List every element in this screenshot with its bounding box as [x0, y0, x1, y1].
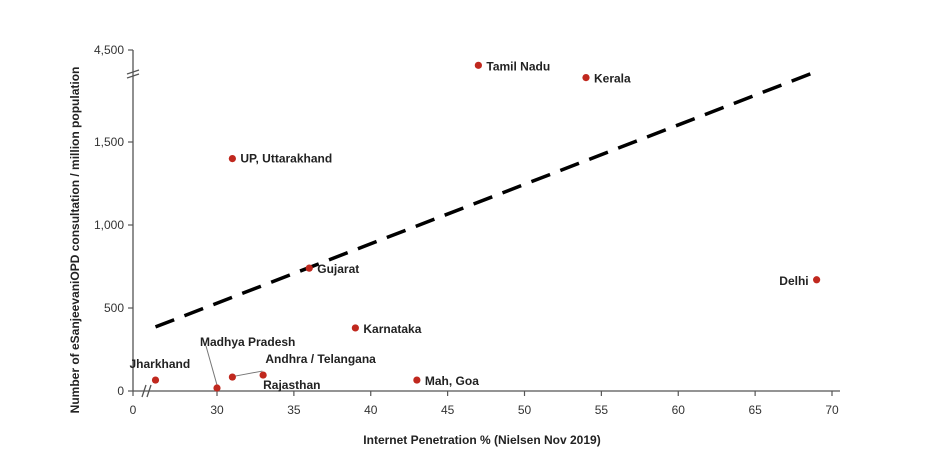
x-tick-label: 35 — [287, 403, 301, 417]
point-jharkhand — [151, 376, 160, 384]
point-delhi — [813, 276, 821, 284]
y-tick-label: 1,000 — [94, 218, 124, 232]
y-tick-label: 500 — [104, 301, 124, 315]
point-label-rajasthan: Rajasthan — [263, 378, 320, 392]
x-tick-label: 30 — [210, 403, 224, 417]
leader-line-andhra-telangana — [235, 370, 263, 377]
point-label-tamil-nadu: Tamil Nadu — [486, 59, 550, 73]
point-label-kerala: Kerala — [594, 72, 631, 86]
point-label-delhi: Delhi — [779, 274, 808, 288]
point-label-up-uttarakhand: UP, Uttarakhand — [240, 152, 332, 166]
x-tick-label: 70 — [825, 403, 839, 417]
y-axis-label: Number of eSanjeevaniOPD consultation / … — [68, 67, 82, 414]
y-axis-break-mark — [126, 69, 140, 79]
x-tick-label: 0 — [130, 403, 137, 417]
point-label-andhra-telangana: Andhra / Telangana — [265, 352, 376, 366]
point-karnataka — [351, 324, 359, 332]
x-axis-label: Internet Penetration % (Nielsen Nov 2019… — [363, 433, 600, 447]
point-mah-goa — [413, 376, 421, 384]
x-tick-label: 60 — [672, 403, 686, 417]
trendline-group — [154, 69, 818, 329]
point-rajasthan — [259, 371, 267, 379]
trendline — [154, 69, 818, 329]
leader-line-madhya-pradesh — [205, 345, 218, 386]
point-up-uttarakhand — [228, 155, 236, 163]
point-label-karnataka: Karnataka — [363, 322, 421, 336]
point-andhra-telangana — [228, 373, 236, 381]
x-tick-label: 40 — [364, 403, 378, 417]
point-madhya-pradesh — [213, 384, 221, 392]
points-group: Jharkhand Madhya Pradesh Andhra / Telangan… — [130, 59, 821, 392]
point-label-jharkhand: Jharkhand — [130, 357, 191, 371]
point-label-gujarat: Gujarat — [317, 262, 359, 276]
point-kerala — [582, 74, 590, 82]
x-tick-label: 45 — [441, 403, 455, 417]
x-tick-label: 65 — [748, 403, 762, 417]
x-tick-label: 50 — [518, 403, 532, 417]
point-gujarat — [305, 264, 313, 272]
y-tick-label: 4,500 — [94, 43, 124, 57]
axes: 0 30 35 40 45 50 55 60 65 70 0 500 1,000 1,500 4,500 — [94, 43, 840, 417]
x-axis-break-mark — [141, 384, 152, 398]
y-tick-label: 0 — [117, 384, 124, 398]
point-label-mah-goa: Mah, Goa — [425, 374, 479, 388]
point-label-madhya-pradesh: Madhya Pradesh — [200, 335, 295, 349]
point-tamil-nadu — [474, 61, 482, 69]
x-tick-label: 55 — [595, 403, 609, 417]
y-tick-label: 1,500 — [94, 135, 124, 149]
